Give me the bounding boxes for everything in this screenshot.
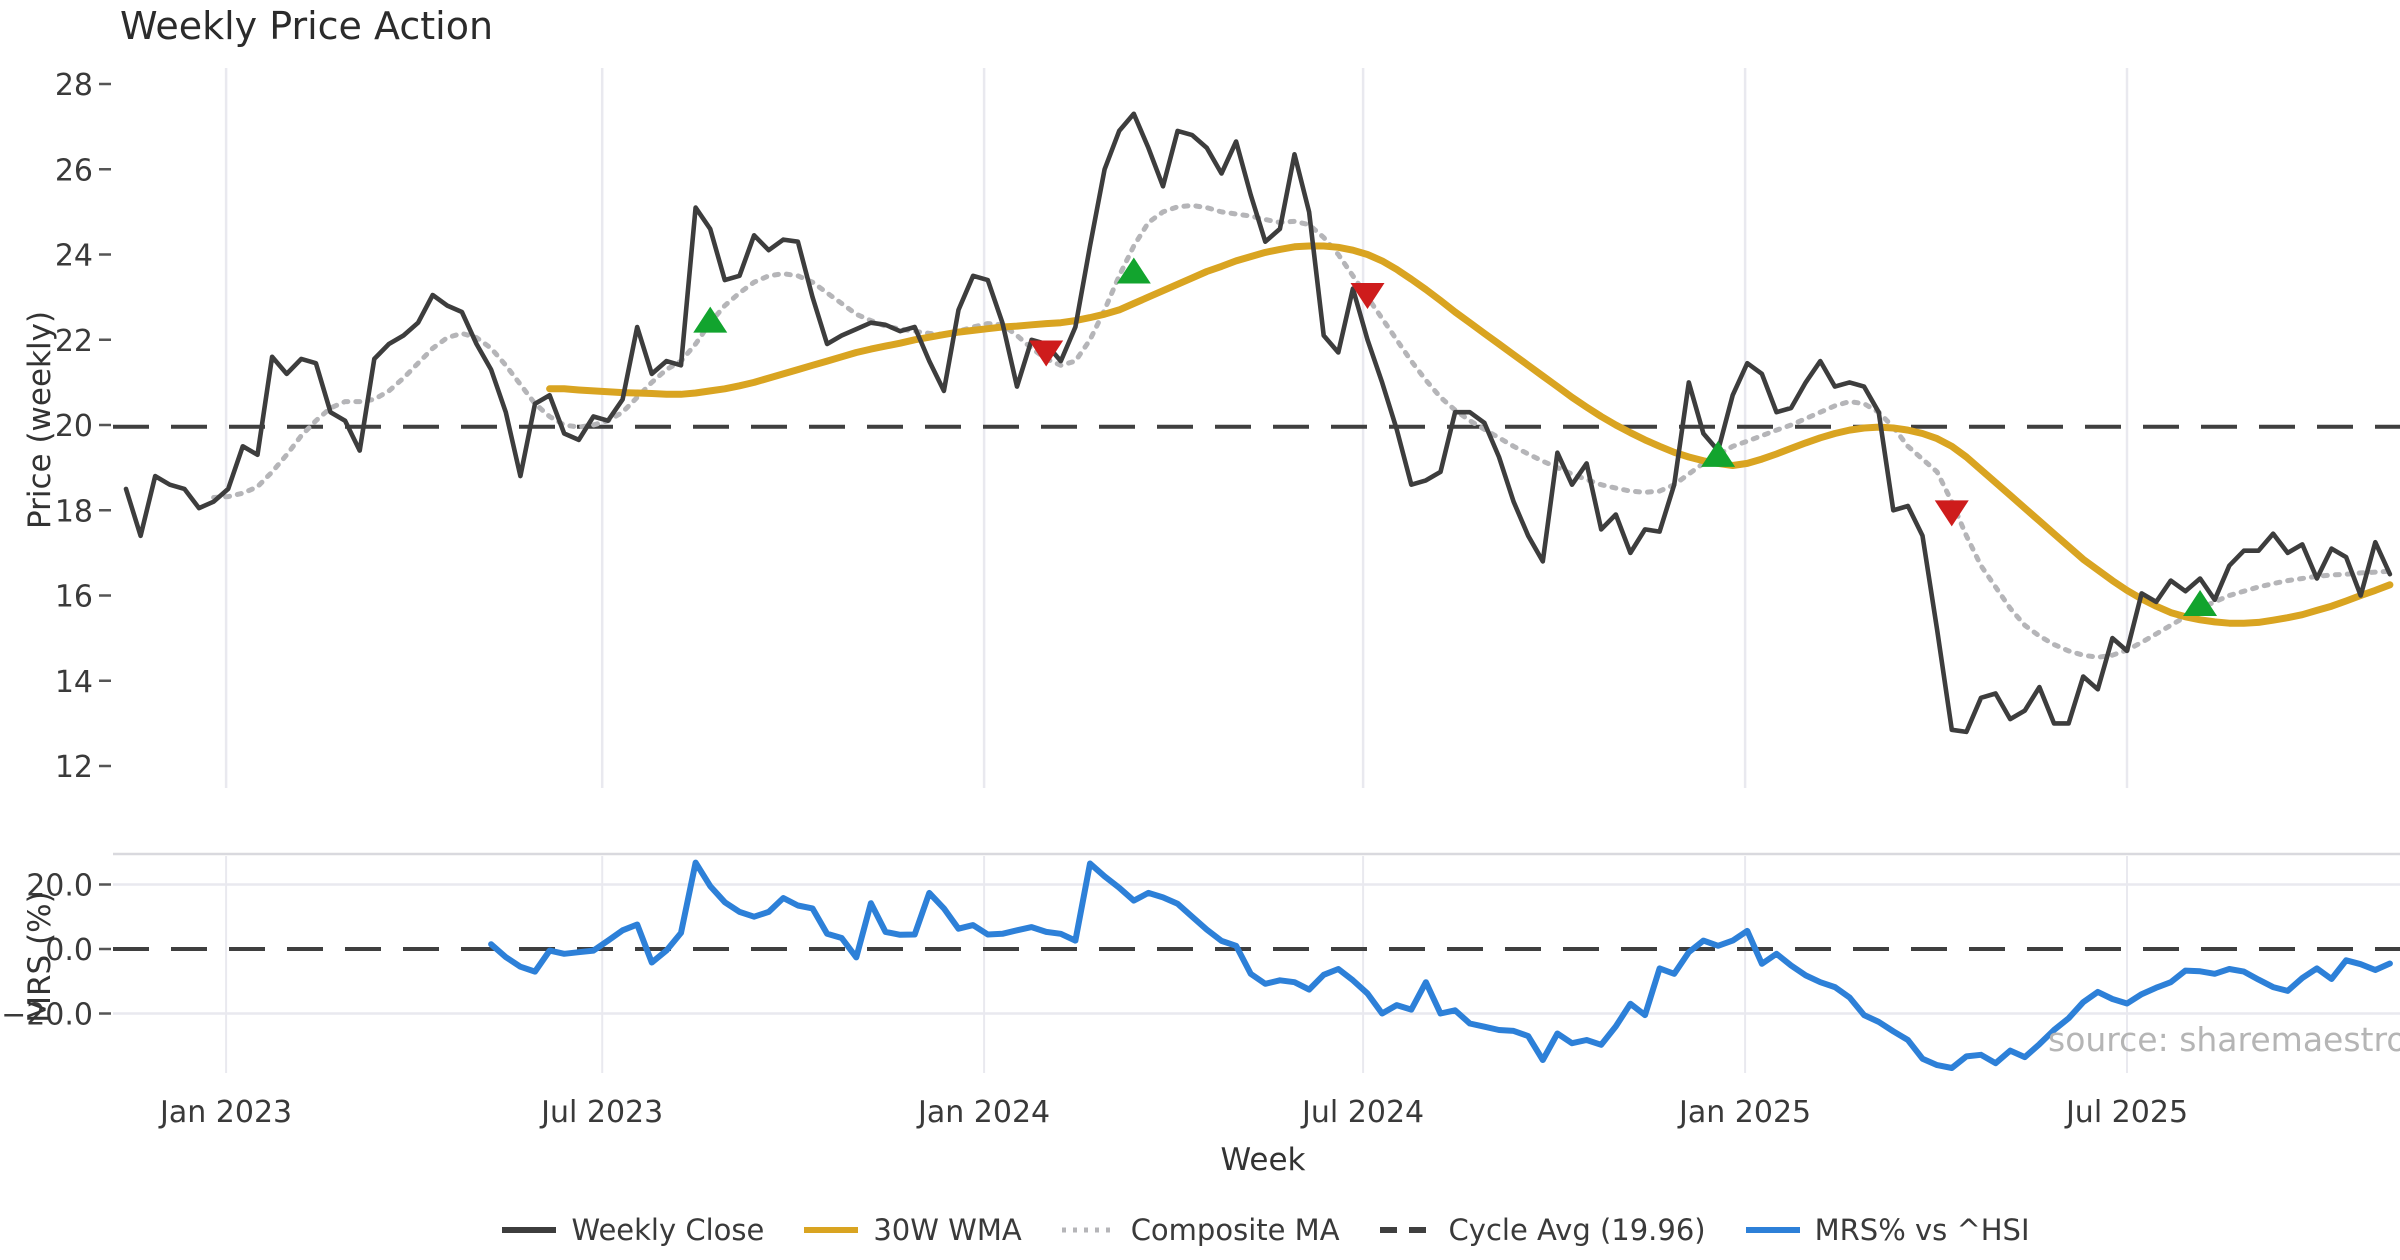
cycle-avg-line-sample <box>1379 1227 1434 1233</box>
page-title: Weekly Price Action <box>120 4 494 48</box>
weekly-close-line <box>123 111 2393 735</box>
mrs-tick-label: 0.0 <box>45 933 93 968</box>
x-tick-label: Jan 2025 <box>1677 1095 1811 1130</box>
x-tick-label: Jan 2024 <box>916 1095 1050 1130</box>
buy-marker <box>693 306 728 333</box>
price-tick-label: 18 <box>55 494 93 529</box>
x-tick-label: Jan 2023 <box>158 1095 292 1130</box>
price-tick-label: 20 <box>55 409 93 444</box>
price-tick-label: 28 <box>55 68 93 103</box>
x-tick-label: Jul 2024 <box>1300 1095 1424 1130</box>
mrs-line <box>488 859 2393 1071</box>
price-tick-label: 16 <box>55 580 93 615</box>
legend-item-label: MRS% vs ^HSI <box>1814 1213 2030 1247</box>
legend: Weekly Close 30W WMA Composite MA Cycle … <box>130 1204 2400 1256</box>
buy-marker <box>1701 440 1736 467</box>
sell-marker <box>1350 282 1385 309</box>
wma-line <box>546 242 2394 627</box>
weekly-close-line-sample <box>502 1227 557 1233</box>
source-credit: source: sharemaestro.com <box>2048 1020 2400 1059</box>
wma-line-sample <box>804 1227 859 1233</box>
price-tick-label: 24 <box>55 239 93 274</box>
mrs-line-sample <box>1745 1227 1800 1233</box>
mrs-y-axis-label: MRS (%) <box>22 891 58 1023</box>
price-tick-label: 14 <box>55 665 93 700</box>
price-tick-label: 22 <box>55 324 93 359</box>
x-axis-label: Week <box>1220 1142 1306 1178</box>
x-tick-label: Jul 2025 <box>2064 1095 2188 1130</box>
legend-item-label: Cycle Avg (19.96) <box>1448 1213 1706 1247</box>
legend-item-label: Composite MA <box>1130 1213 1340 1247</box>
legend-item-weekly-close: Weekly Close <box>500 1213 764 1247</box>
mrs-tick-label: −20.0 <box>1 998 93 1033</box>
legend-item-mrs: MRS% vs ^HSI <box>1744 1213 2030 1247</box>
price-tick-label: 12 <box>55 750 93 785</box>
buy-marker <box>2183 590 2218 617</box>
sell-marker <box>1029 340 1064 367</box>
legend-item-label: 30W WMA <box>873 1213 1022 1247</box>
price-tick-label: 26 <box>55 153 93 188</box>
legend-item-composite-ma: Composite MA <box>1060 1213 1340 1247</box>
composite-ma-line-sample <box>1061 1227 1116 1233</box>
legend-item-cycle-avg: Cycle Avg (19.96) <box>1378 1213 1706 1247</box>
x-tick-label: Jul 2023 <box>539 1095 663 1130</box>
buy-marker <box>1116 257 1151 284</box>
legend-item-label: Weekly Close <box>571 1213 765 1247</box>
sell-marker <box>1934 500 1969 527</box>
legend-item-30w-wma: 30W WMA <box>802 1213 1022 1247</box>
price-y-axis-label: Price (weekly) <box>22 310 58 530</box>
composite-ma-line <box>211 203 2393 660</box>
mrs-tick-label: 20.0 <box>26 868 93 903</box>
